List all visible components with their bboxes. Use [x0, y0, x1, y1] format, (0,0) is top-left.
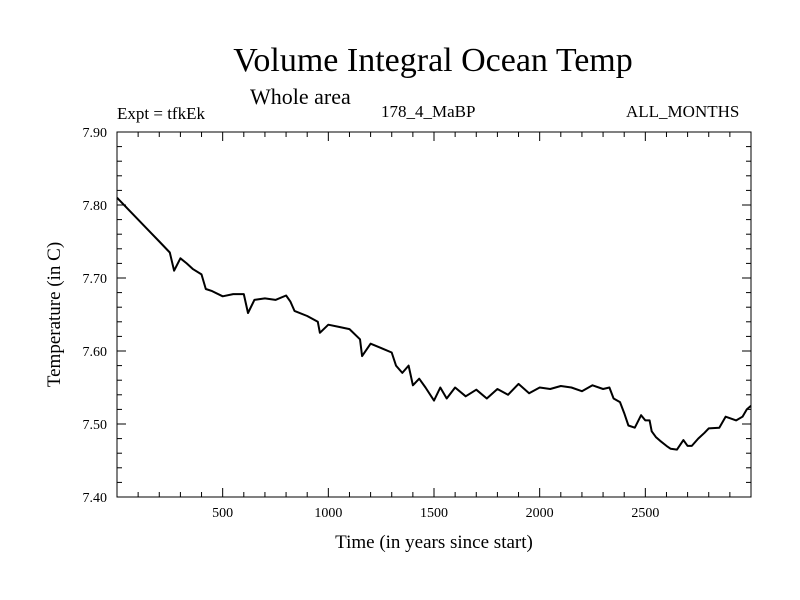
y-tick-label: 7.90	[83, 126, 108, 141]
chart-title: Volume Integral Ocean Temp	[233, 42, 633, 79]
y-tick-label: 7.80	[83, 199, 108, 214]
chart-subtitle: Whole area	[250, 84, 351, 109]
series-line	[116, 197, 752, 451]
x-tick-label: 2500	[631, 506, 659, 521]
x-tick-label: 1000	[314, 506, 342, 521]
axis-ticks	[117, 131, 751, 498]
y-axis-label: Temperature (in C)	[44, 242, 65, 387]
y-tick-label: 7.50	[83, 418, 108, 433]
plot-frame	[116, 131, 752, 498]
series-layer	[116, 197, 752, 451]
y-tick-label: 7.40	[83, 491, 108, 506]
x-tick-label: 1500	[420, 506, 448, 521]
run-label: 178_4_MaBP	[381, 102, 476, 121]
months-label: ALL_MONTHS	[626, 102, 740, 121]
x-tick-label: 2000	[526, 506, 554, 521]
tick-labels: 500 1000 1500 2000 2500 7.40 7.50 7.60 7.70 7.80 7…	[83, 126, 660, 521]
x-tick-label: 500	[212, 506, 233, 521]
y-tick-label: 7.60	[83, 345, 108, 360]
x-axis-label: Time (in years since start)	[335, 532, 533, 553]
experiment-label: Expt = tfkEk	[117, 104, 205, 123]
y-tick-label: 7.70	[83, 272, 108, 287]
